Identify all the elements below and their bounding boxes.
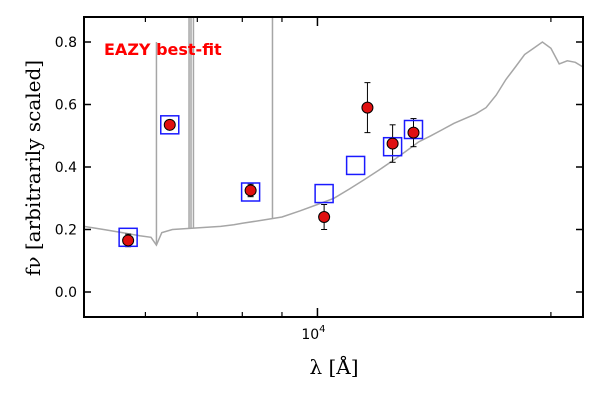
x-tick-exponent: 4 (319, 324, 325, 335)
observed-point (318, 211, 331, 223)
y-axis-title: fν [arbitrarily scaled] (21, 60, 45, 276)
template-line (84, 41, 583, 247)
y-tick-label: 0.0 (55, 285, 77, 301)
template-spectrum (84, 17, 583, 247)
observed-point (122, 234, 135, 247)
axis-ticks: 0.0 0.2 0.4 0.6 0.8 104 (55, 17, 583, 343)
observed-point (244, 184, 257, 197)
y-tick-label: 0.8 (55, 35, 77, 51)
x-axis-title: λ [Å] (309, 354, 358, 379)
observed-point (386, 137, 399, 150)
y-tick-label: 0.6 (55, 98, 77, 114)
model-box (314, 183, 334, 204)
observed-point (361, 101, 374, 114)
y-tick-label: 0.2 (55, 223, 77, 239)
y-tick-label: 0.4 (55, 160, 77, 176)
model-box (160, 115, 180, 135)
annotation-label: EAZY best-fit (104, 40, 222, 59)
model-photometry (118, 115, 424, 248)
model-box (240, 182, 261, 202)
observed-photometry (122, 101, 420, 247)
plot-frame (83, 16, 584, 318)
x-tick-label: 104 (301, 324, 325, 343)
observed-point (163, 118, 176, 131)
observed-point (407, 126, 420, 139)
model-box (345, 155, 366, 176)
